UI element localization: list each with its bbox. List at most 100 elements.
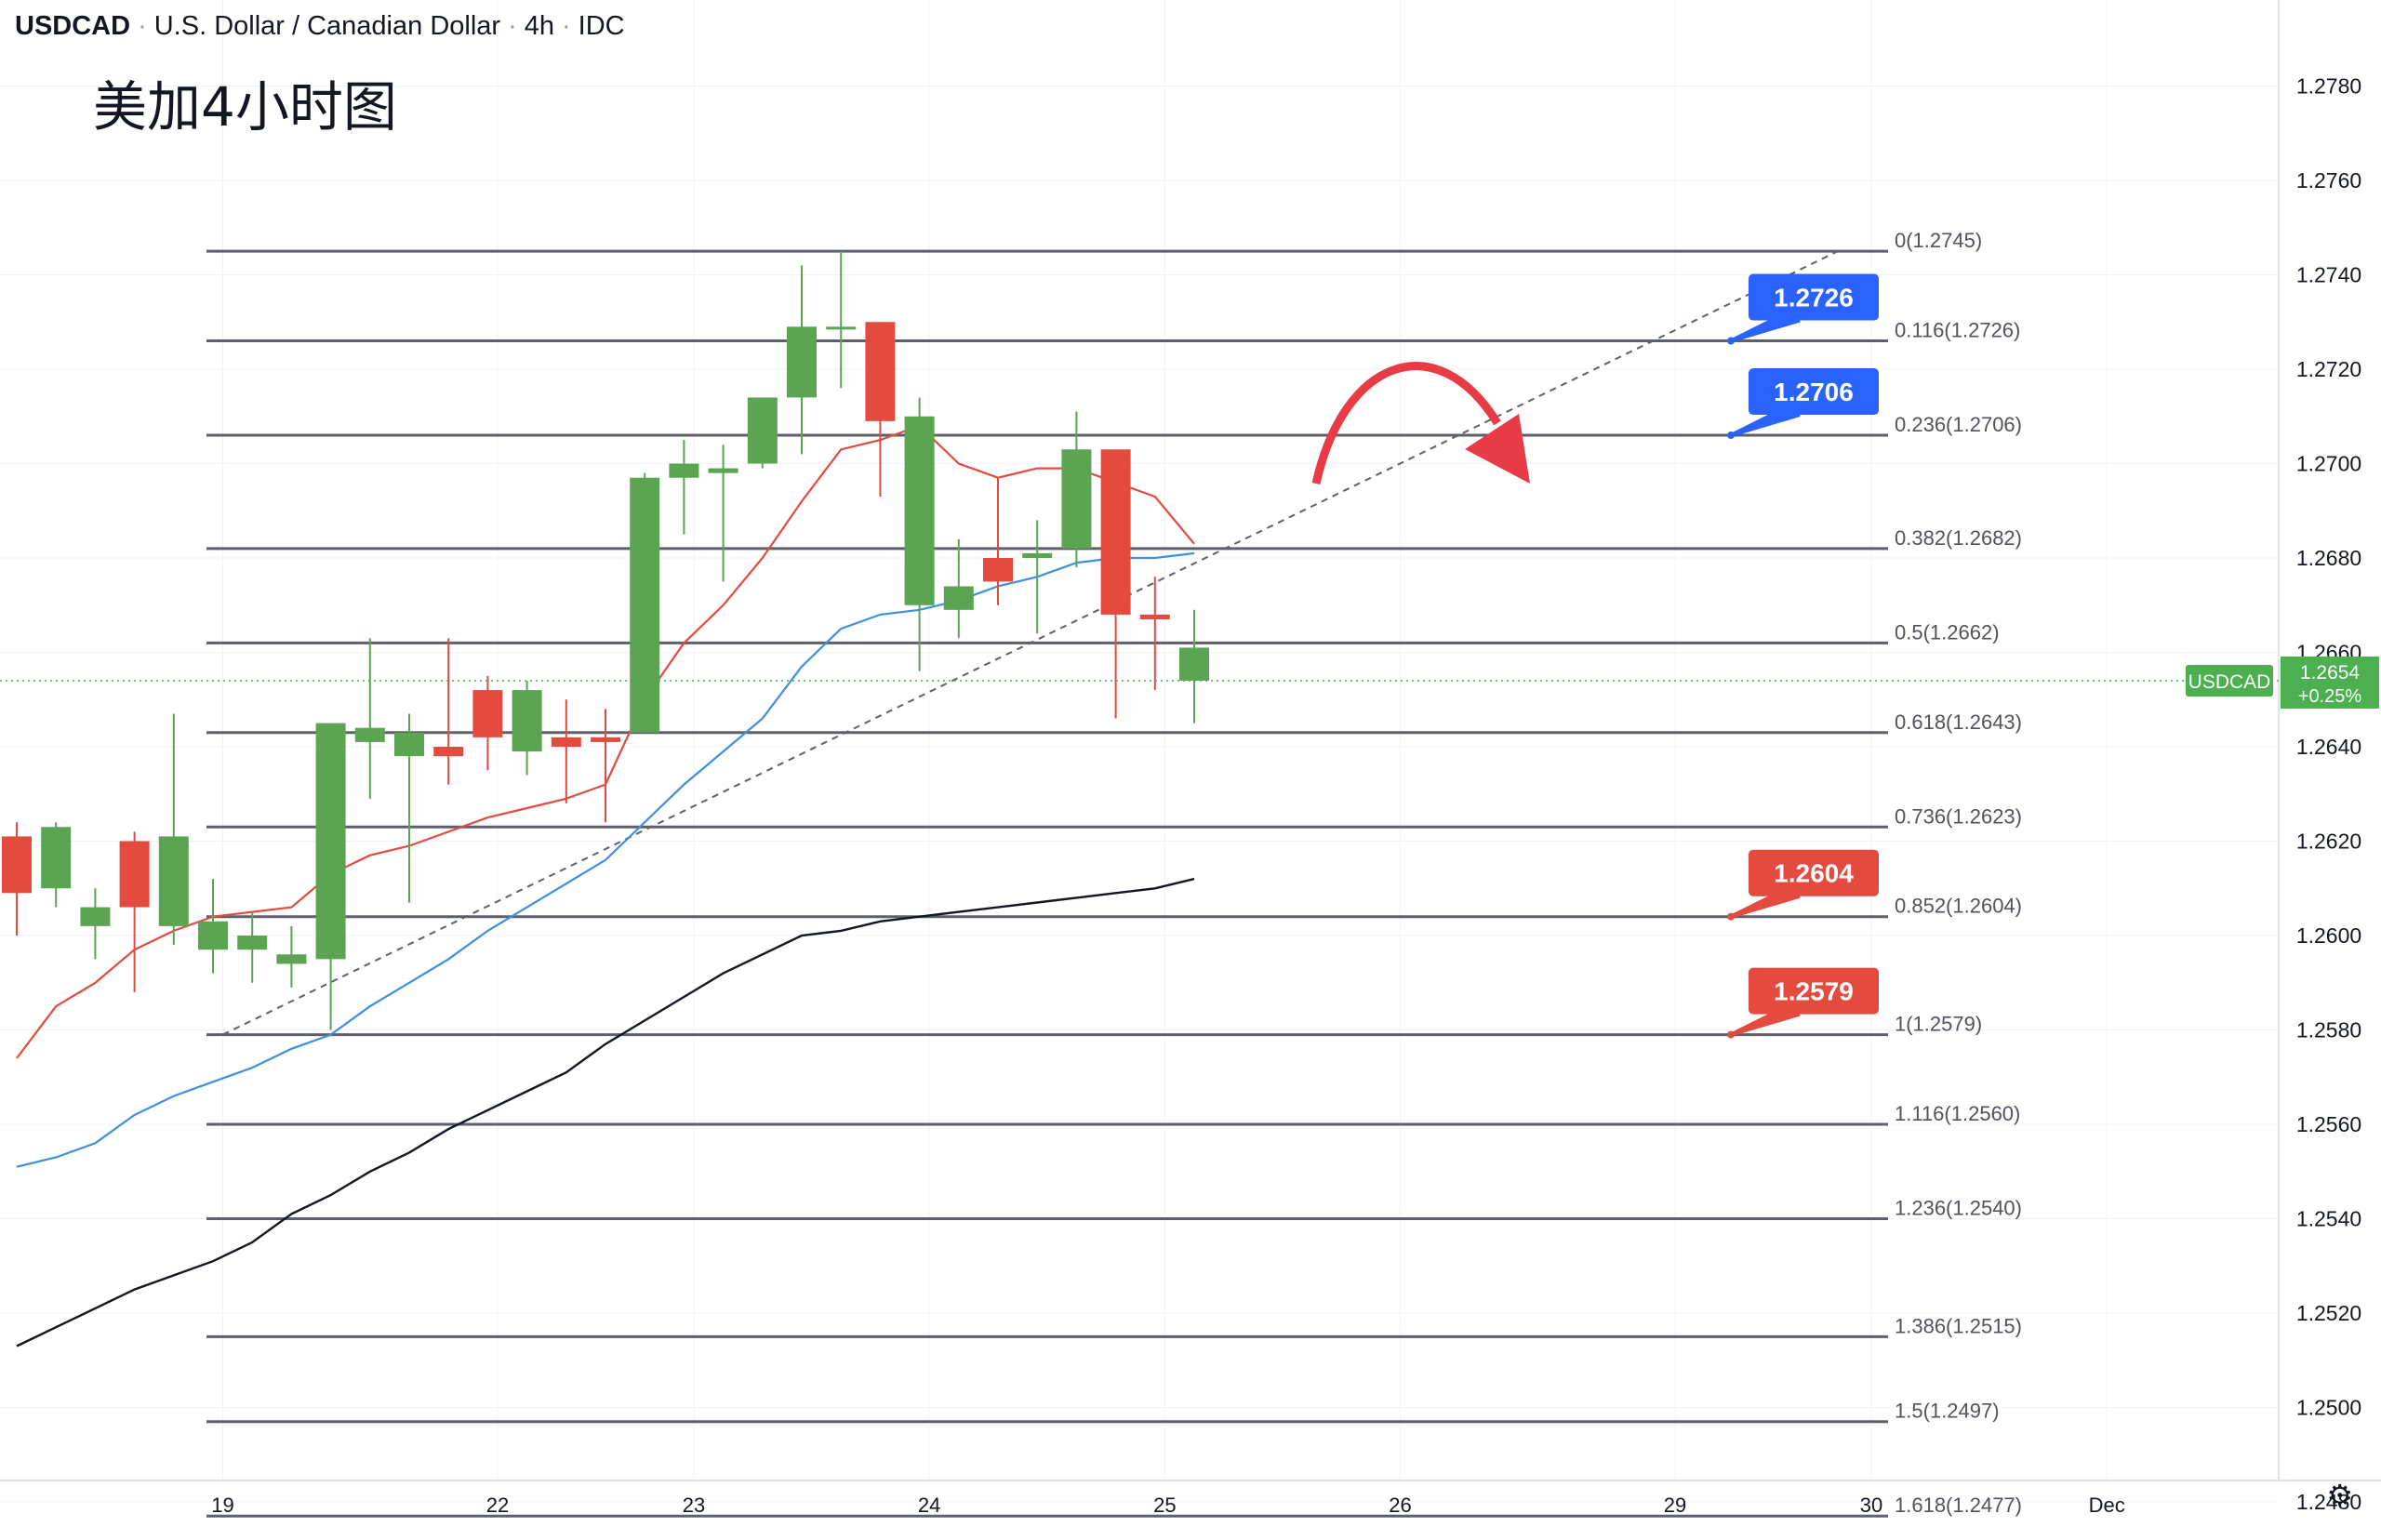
candle[interactable] bbox=[1100, 449, 1131, 719]
candle-body bbox=[1061, 449, 1092, 549]
time-tick-label: 26 bbox=[1389, 1494, 1411, 1517]
candle-body bbox=[276, 954, 307, 964]
price-callout: 1.2579 bbox=[1727, 967, 1879, 1039]
candle-body bbox=[747, 397, 778, 464]
candle[interactable] bbox=[80, 888, 111, 960]
separator-dot: · bbox=[562, 11, 571, 41]
candle-body bbox=[943, 586, 974, 610]
fib-level-label: 0.852(1.2604) bbox=[1895, 895, 2022, 918]
candle[interactable] bbox=[904, 397, 935, 671]
price-callout-box bbox=[1749, 849, 1879, 896]
time-tick-label: 22 bbox=[486, 1494, 509, 1517]
current-symbol-tag[interactable]: USDCAD bbox=[2186, 664, 2273, 697]
current-price-marker: USDCAD 1.2654+0.25% bbox=[0, 656, 2379, 709]
price-callout-anchor bbox=[1727, 912, 1735, 921]
price-callout-box bbox=[1749, 368, 1879, 416]
candle[interactable] bbox=[591, 709, 620, 823]
candle[interactable] bbox=[237, 911, 268, 983]
price-tick-label: 1.2780 bbox=[2296, 74, 2361, 99]
candle-body bbox=[826, 326, 857, 330]
chart-annotation-text: 美加4小时图 bbox=[93, 75, 397, 139]
candle-body bbox=[1100, 449, 1131, 615]
fib-level-label: 0.116(1.2726) bbox=[1895, 319, 2020, 342]
candles bbox=[2, 251, 1209, 1030]
time-tick-label: 19 bbox=[211, 1494, 233, 1517]
candle[interactable] bbox=[315, 723, 346, 1030]
candle[interactable] bbox=[943, 538, 974, 639]
candle[interactable] bbox=[630, 472, 660, 733]
price-tick-label: 1.2720 bbox=[2296, 357, 2361, 381]
forecast-arrow-head bbox=[1465, 414, 1530, 484]
gear-icon[interactable]: ⚙ bbox=[2326, 1478, 2353, 1513]
current-price-tag-bg bbox=[2281, 656, 2379, 709]
candle-body bbox=[1022, 552, 1053, 558]
symbol-label[interactable]: USDCAD bbox=[15, 11, 131, 41]
candle[interactable] bbox=[1061, 411, 1092, 568]
candle[interactable] bbox=[708, 445, 738, 582]
instrument-name: U.S. Dollar / Canadian Dollar bbox=[153, 11, 501, 41]
fib-level-label: 1.386(1.2515) bbox=[1895, 1314, 2022, 1337]
fib-level-label: 1(1.2579) bbox=[1895, 1013, 1982, 1036]
price-callout: 1.2726 bbox=[1727, 273, 1879, 345]
price-callout-label: 1.2604 bbox=[1774, 859, 1854, 888]
time-axis: 19 22 23 24 25 26 29 30 Dec bbox=[0, 1480, 2381, 1517]
fib-level-label: 1.5(1.2497) bbox=[1895, 1400, 2000, 1423]
candle[interactable] bbox=[2, 822, 32, 936]
price-callouts: 1.2726 1.2706 1.2604 1.2579 bbox=[1727, 273, 1879, 1039]
price-callout: 1.2604 bbox=[1727, 849, 1879, 921]
candle[interactable] bbox=[669, 440, 699, 535]
candle[interactable] bbox=[865, 322, 896, 498]
price-tick-label: 1.2760 bbox=[2296, 168, 2361, 192]
candle[interactable] bbox=[198, 879, 228, 974]
ema-slow-line bbox=[16, 877, 1195, 1348]
candle-body bbox=[1139, 614, 1170, 619]
candle[interactable] bbox=[1022, 520, 1053, 634]
candle[interactable] bbox=[983, 477, 1013, 605]
candle[interactable] bbox=[472, 675, 503, 771]
candle-body bbox=[1179, 647, 1209, 681]
forecast-arrow-curve bbox=[1311, 362, 1501, 485]
candle[interactable] bbox=[41, 822, 72, 908]
candle[interactable] bbox=[551, 699, 581, 803]
price-tick-label: 1.2640 bbox=[2296, 735, 2361, 759]
separator-dot: · bbox=[508, 11, 517, 41]
candle[interactable] bbox=[826, 251, 857, 389]
candle-body bbox=[158, 836, 189, 926]
candle[interactable] bbox=[433, 638, 464, 785]
fib-level-label: 0(1.2745) bbox=[1895, 229, 1982, 252]
candle-body bbox=[433, 747, 464, 757]
time-tick-label: 29 bbox=[1664, 1494, 1686, 1517]
time-tick-label: 24 bbox=[918, 1494, 940, 1517]
interval-label[interactable]: 4h bbox=[524, 11, 554, 41]
candle[interactable] bbox=[119, 831, 150, 992]
current-price-tag: 1.2654+0.25% bbox=[2281, 656, 2379, 709]
fib-level-label: 0.236(1.2706) bbox=[1895, 413, 2022, 436]
candle[interactable] bbox=[394, 713, 424, 903]
time-tick-label: 23 bbox=[683, 1494, 705, 1517]
price-tick-label: 1.2680 bbox=[2296, 546, 2361, 570]
candle[interactable] bbox=[276, 925, 307, 988]
candle-body bbox=[394, 732, 424, 757]
candle-body bbox=[551, 737, 581, 747]
price-callout-box bbox=[1749, 967, 1879, 1015]
candle[interactable] bbox=[158, 713, 189, 946]
price-tick-label: 1.2540 bbox=[2296, 1207, 2361, 1231]
fib-level-label: 0.382(1.2682) bbox=[1895, 526, 2022, 550]
fib-level-label: 1.618(1.2477) bbox=[1895, 1494, 2022, 1517]
candle[interactable] bbox=[1139, 577, 1170, 691]
fib-level-label: 0.5(1.2662) bbox=[1895, 620, 2000, 644]
candle[interactable] bbox=[1179, 609, 1209, 724]
exchange-label: IDC bbox=[578, 11, 625, 41]
candle[interactable] bbox=[747, 397, 778, 469]
candle-body bbox=[198, 921, 228, 950]
candle[interactable] bbox=[512, 680, 542, 776]
candle[interactable] bbox=[354, 638, 385, 799]
candle-body bbox=[119, 841, 150, 908]
candle[interactable] bbox=[787, 265, 817, 455]
chart-header: USDCAD · U.S. Dollar / Canadian Dollar · 4h ·… bbox=[15, 11, 625, 42]
forecast-arrow bbox=[1311, 362, 1530, 485]
candle-body bbox=[983, 558, 1013, 582]
candle-body bbox=[354, 727, 385, 742]
